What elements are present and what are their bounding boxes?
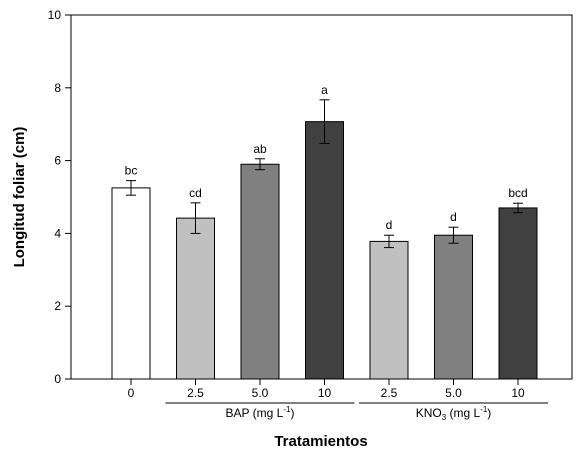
y-tick-label: 10 bbox=[48, 8, 62, 22]
significance-label: a bbox=[321, 83, 328, 97]
significance-label: cd bbox=[189, 186, 202, 200]
significance-label: ab bbox=[253, 142, 267, 156]
group-label-part: BAP (mg L bbox=[226, 406, 284, 420]
bar bbox=[369, 240, 409, 380]
y-tick-label: 4 bbox=[54, 226, 61, 240]
group-labels: BAP (mg L-1) KNO3 (mg L-1) bbox=[165, 402, 548, 422]
bar bbox=[305, 121, 344, 380]
bar bbox=[498, 207, 538, 380]
x-axis: 0 2.5 5.0 10 2.5 5.0 10 bbox=[128, 379, 525, 400]
x-tick-label: 10 bbox=[511, 386, 525, 400]
y-axis: 0 2 4 6 8 10 bbox=[48, 8, 71, 386]
significance-label: bcd bbox=[508, 186, 527, 200]
x-tick-label: 10 bbox=[318, 386, 332, 400]
y-tick-label: 8 bbox=[54, 81, 61, 95]
x-tick-label: 2.5 bbox=[187, 386, 204, 400]
y-tick-label: 6 bbox=[54, 154, 61, 168]
y-tick-label: 2 bbox=[54, 299, 61, 313]
significance-label: d bbox=[386, 218, 393, 232]
group-label-bap: BAP (mg L-1) bbox=[226, 405, 295, 420]
significance-label: d bbox=[450, 210, 457, 224]
bars: bc cd ab a d d bcd bbox=[111, 83, 538, 380]
y-tick-label: 0 bbox=[54, 372, 61, 386]
group-label-part: (mg L bbox=[446, 406, 480, 420]
group-label-part: ) bbox=[290, 406, 294, 420]
x-tick-label: 5.0 bbox=[445, 386, 462, 400]
group-label-part: KNO bbox=[416, 406, 442, 420]
x-axis-title: Tratamientos bbox=[274, 433, 367, 450]
bar bbox=[434, 234, 473, 380]
y-axis-title: Longitud foliar (cm) bbox=[11, 127, 28, 268]
x-tick-label: 0 bbox=[128, 386, 135, 400]
group-label-part: ) bbox=[487, 406, 491, 420]
x-tick-label: 5.0 bbox=[252, 386, 269, 400]
bar bbox=[176, 217, 215, 380]
group-label-kno3: KNO3 (mg L-1) bbox=[416, 405, 492, 422]
group-label-part: -1 bbox=[480, 405, 488, 414]
group-label-part: -1 bbox=[283, 405, 291, 414]
significance-label: bc bbox=[125, 164, 138, 178]
x-tick-label: 2.5 bbox=[381, 386, 398, 400]
group-label-part: 3 bbox=[442, 413, 447, 422]
bar bbox=[240, 163, 280, 380]
bar bbox=[111, 187, 151, 380]
